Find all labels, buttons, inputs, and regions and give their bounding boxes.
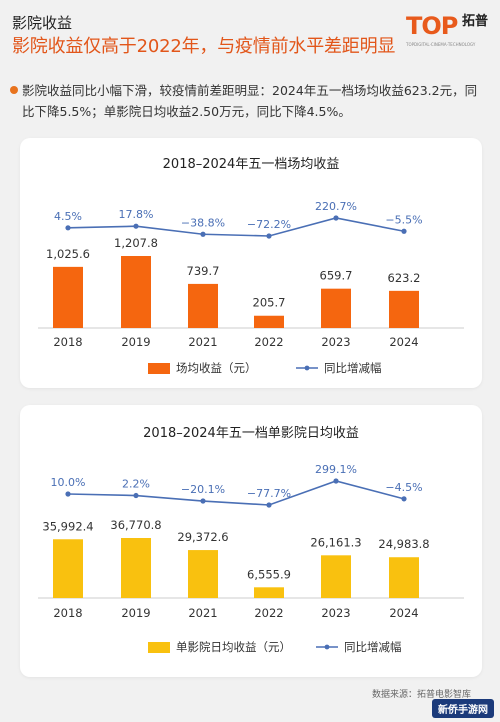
- line-value-label: −4.5%: [385, 481, 422, 494]
- bar-2021: [188, 283, 218, 328]
- line-point-2024: [401, 496, 407, 502]
- line-point-2019: [133, 492, 139, 499]
- bar-value-label: 1,207.8: [114, 236, 158, 250]
- logo-sub: TOPDIGITAL·CINEMA·TECHNOLOGY: [406, 42, 476, 47]
- legend-label-bar: 单影院日均收益（元）: [176, 640, 291, 654]
- bar-2022: [254, 587, 284, 598]
- chart-title: 2018–2024年五一档场均收益: [163, 157, 340, 172]
- bar-2023: [321, 555, 351, 598]
- brand-logo: TOP 拓普 TOPDIGITAL·CINEMA·TECHNOLOGY: [406, 12, 488, 56]
- line-value-label: −72.2%: [247, 218, 291, 231]
- line-value-label: −5.5%: [385, 213, 422, 226]
- legend-swatch-bar: [148, 642, 170, 653]
- bar-value-label: 205.7: [253, 296, 286, 310]
- category-tick-label: 2021: [188, 606, 217, 620]
- bullet-icon: [10, 86, 18, 94]
- bar-value-label: 6,555.9: [247, 567, 291, 581]
- category-tick-label: 2024: [389, 606, 418, 620]
- category-tick-label: 2019: [121, 606, 150, 620]
- line-point-2018: [65, 225, 71, 231]
- line-point-2024: [401, 228, 407, 234]
- line-value-label: 2.2%: [122, 478, 150, 491]
- legend-label-bar: 场均收益（元）: [176, 361, 257, 375]
- line-value-label: 10.0%: [51, 476, 86, 489]
- category-tick-label: 2018: [53, 335, 82, 349]
- watermark: 新侨手游网: [432, 699, 494, 718]
- line-point-2022: [266, 233, 272, 239]
- line-point-2021: [200, 231, 206, 237]
- bar-value-label: 24,983.8: [378, 537, 429, 551]
- bar-2019: [121, 538, 151, 598]
- bar-value-label: 26,161.3: [310, 535, 361, 549]
- bar-value-label: 36,770.8: [110, 518, 161, 532]
- bar-2024: [389, 290, 419, 328]
- category-tick-label: 2022: [254, 335, 283, 349]
- bar-2021: [188, 550, 218, 598]
- bar-2018: [53, 266, 83, 328]
- bar-value-label: 659.7: [320, 269, 353, 283]
- line-point-2022: [266, 502, 272, 508]
- bar-2023: [321, 288, 351, 328]
- header: 影院收益 影院收益仅高于2022年，与疫情前水平差距明显 TOP 拓普 TOPD…: [0, 0, 500, 68]
- bar-2022: [254, 315, 284, 328]
- category-tick-label: 2021: [188, 335, 217, 349]
- category-tick-label: 2019: [121, 335, 150, 349]
- bar-value-label: 739.7: [187, 264, 220, 278]
- logo-text: TOP: [406, 12, 458, 40]
- category-tick-label: 2018: [53, 606, 82, 620]
- bar-value-label: 623.2: [388, 271, 421, 285]
- source-note: 数据来源：拓普电影智库: [372, 690, 472, 700]
- section-label: 影院收益: [12, 14, 73, 32]
- line-point-2021: [200, 498, 206, 504]
- line-point-2023: [333, 215, 339, 221]
- bar-2019: [121, 256, 151, 328]
- legend-swatch-line-dot: [324, 644, 330, 650]
- bar-2024: [389, 557, 419, 598]
- page-title: 影院收益仅高于2022年，与疫情前水平差距明显: [12, 36, 396, 57]
- bar-value-label: 1,025.6: [46, 247, 90, 261]
- line-value-label: −20.1%: [181, 483, 225, 496]
- chart-cinema-daily-revenue: 2018–2024年五一档单影院日均收益 35,992.4 2018 36,770.8…: [38, 426, 464, 654]
- bar-value-label: 29,372.6: [177, 530, 228, 544]
- line-series-yoy: [67, 480, 405, 506]
- chart-screening-revenue: 2018–2024年五一档场均收益 1,025.6 2018 1,207.8 2019 7…: [38, 157, 464, 375]
- line-value-label: 17.8%: [119, 208, 154, 221]
- category-tick-label: 2022: [254, 606, 283, 620]
- category-tick-label: 2024: [389, 335, 418, 349]
- line-value-label: 4.5%: [54, 210, 82, 223]
- legend-label-line: 同比增减幅: [324, 361, 382, 375]
- bar-value-label: 35,992.4: [42, 519, 93, 533]
- category-tick-label: 2023: [321, 606, 350, 620]
- legend-label-line: 同比增减幅: [344, 640, 402, 654]
- chart-card-cinema-daily-revenue: 2018–2024年五一档单影院日均收益 35,992.4 2018 36,770.8…: [20, 405, 482, 677]
- category-tick-label: 2023: [321, 335, 350, 349]
- line-point-2018: [65, 491, 71, 497]
- line-point-2019: [133, 223, 139, 229]
- legend-swatch-line-dot: [304, 365, 310, 371]
- bar-2018: [53, 539, 83, 598]
- legend-swatch-bar: [148, 363, 170, 374]
- line-value-label: −77.7%: [247, 487, 291, 500]
- line-point-2023: [333, 478, 339, 484]
- chart-card-screening-revenue: 2018–2024年五一档场均收益 1,025.6 2018 1,207.8 2019 7…: [20, 138, 482, 388]
- chart-title: 2018–2024年五一档单影院日均收益: [143, 426, 359, 441]
- line-value-label: 299.1%: [315, 463, 357, 476]
- line-series-yoy: [67, 217, 405, 237]
- summary-text: 影院收益同比小幅下滑，较疫情前差距明显：2024年五一档场均收益623.2元，同…: [10, 80, 488, 122]
- line-value-label: 220.7%: [315, 200, 357, 213]
- line-value-label: −38.8%: [181, 216, 225, 229]
- logo-cn: 拓普: [462, 14, 489, 29]
